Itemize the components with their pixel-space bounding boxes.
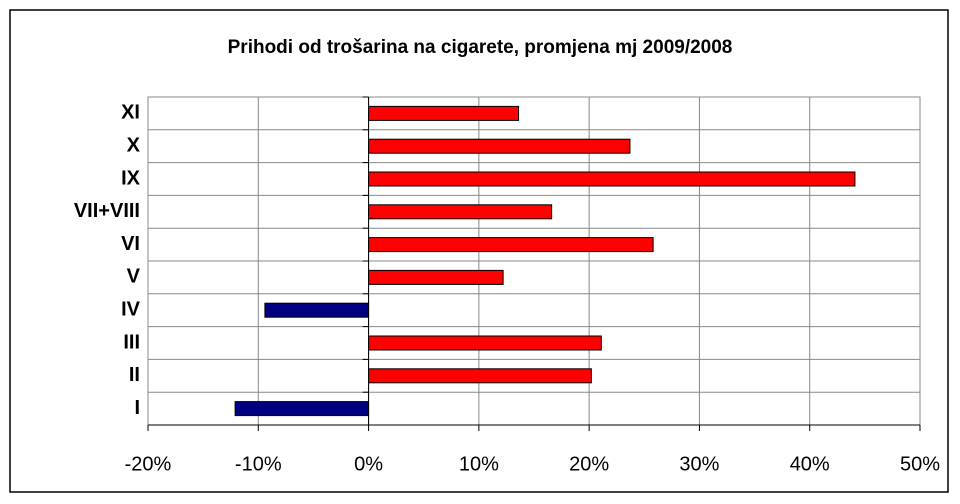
bar	[264, 302, 370, 318]
bar	[368, 269, 504, 285]
bar	[368, 204, 553, 220]
bar	[368, 171, 856, 187]
y-tick-label: II	[129, 364, 140, 386]
chart-title: Prihodi od trošarina na cigarete, promje…	[228, 37, 733, 58]
y-tick-label: VII+VIII	[74, 200, 140, 222]
bar	[368, 368, 592, 384]
y-tick-label: I	[134, 397, 140, 419]
x-tick-label: 20%	[569, 453, 609, 475]
bar	[234, 401, 370, 417]
y-tick-label: VI	[121, 233, 140, 255]
x-tick-label: -20%	[125, 453, 172, 475]
x-tick-label: 30%	[679, 453, 719, 475]
x-tick-label: -10%	[235, 453, 282, 475]
x-tick-label: 10%	[459, 453, 499, 475]
y-tick-label: XI	[121, 102, 140, 124]
y-tick-label: III	[123, 331, 140, 353]
bar	[368, 138, 631, 154]
bar	[368, 105, 520, 121]
y-tick-label: X	[127, 134, 141, 156]
y-tick-label: IX	[121, 167, 141, 189]
bar	[368, 335, 602, 351]
x-tick-label: 50%	[900, 453, 940, 475]
y-tick-label: V	[127, 266, 141, 288]
x-tick-label: 40%	[790, 453, 830, 475]
x-tick-label: 0%	[354, 453, 383, 475]
y-tick-label: IV	[121, 298, 141, 320]
bar	[368, 237, 654, 253]
